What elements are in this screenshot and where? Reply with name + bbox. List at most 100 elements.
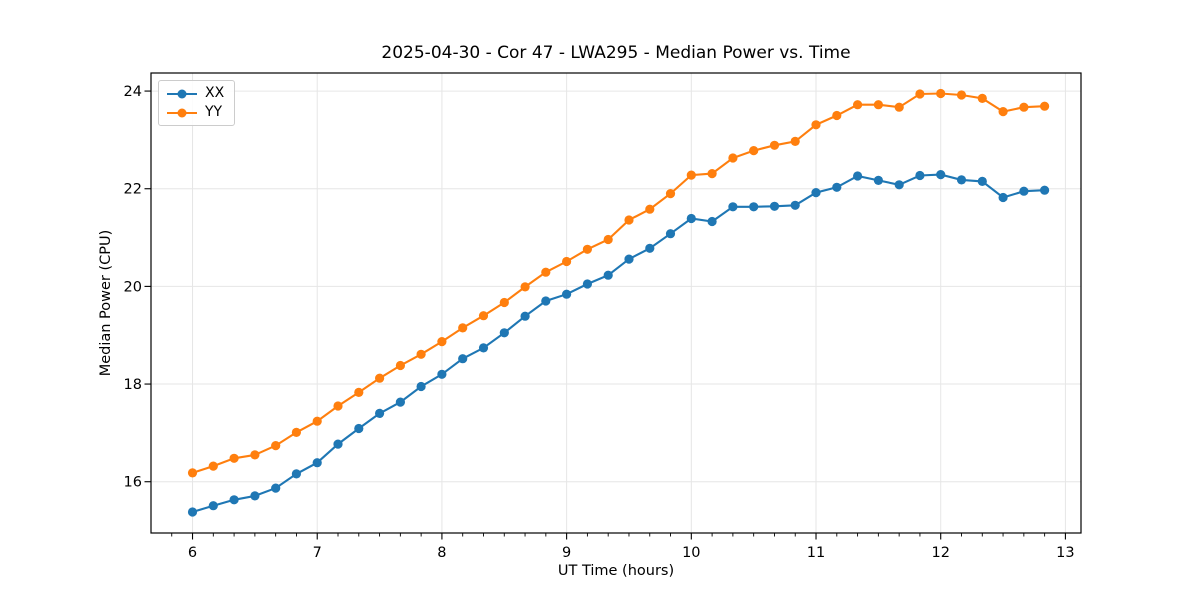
series-xx-marker [998,192,1008,203]
legend-line-marker-icon [167,89,197,98]
series-xx-marker [499,328,509,338]
series-yy-marker [250,450,260,460]
series-yy-marker [458,323,468,333]
series-yy-marker [478,311,489,321]
series-xx-marker [375,408,385,418]
series-xx-marker [208,501,218,511]
series-yy-marker [437,337,447,347]
series-yy-marker [187,468,198,478]
series-yy-marker [499,297,509,308]
series-xx-marker [333,439,343,449]
series-yy-marker [645,204,655,214]
series-yy-marker [312,416,322,426]
x-tick-label: 6 [188,545,197,561]
series-yy-marker [936,88,946,99]
series-xx-marker [250,491,260,501]
series-yy-marker [832,110,842,121]
series-yy-marker [603,234,613,245]
series-xx-marker [582,279,593,289]
legend-item-yy: YY [166,105,224,120]
series-yy-marker [1040,101,1050,111]
series-xx-marker [686,213,696,224]
series-xx-marker [956,175,967,185]
series-xx-marker [416,381,426,392]
x-tick-label: 9 [562,545,571,561]
series-yy-marker [977,93,987,103]
series-yy-marker [562,256,572,267]
series-yy-marker [665,189,676,199]
series-xx-marker [832,182,842,192]
series-xx-marker [894,180,904,190]
series-xx-marker [749,202,759,212]
series-yy-marker [291,427,301,437]
series-xx-marker [790,200,800,210]
series-xx-marker [811,188,821,198]
x-tick-label: 11 [807,545,825,561]
legend-label-xx: XX [205,85,225,101]
series-yy-marker [915,89,925,99]
series-xx [187,170,1050,517]
series-yy-marker [728,153,738,163]
legend-label-yy: YY [205,104,223,120]
series-yy-marker [375,373,385,383]
y-tick-label: 16 [124,475,142,491]
series-yy-marker [811,120,821,130]
grid [151,73,1081,533]
series-xx-marker [437,369,447,379]
series-yy-marker [686,170,696,180]
y-tick-label: 22 [124,182,142,198]
series-yy [187,88,1050,478]
series-xx-marker [520,311,530,321]
legend-item-xx: XX [166,86,224,101]
series-yy-marker [520,282,530,292]
series-xx-marker [562,289,572,299]
series-xx-marker [665,229,676,239]
series-yy-marker [541,267,551,277]
x-major-ticks [191,533,1066,540]
series-xx-marker [541,296,551,306]
series-xx-marker [458,354,468,364]
series-yy-marker [853,100,863,110]
series-xx-marker [769,201,780,211]
series-xx-marker [603,270,613,280]
series-xx-marker [291,469,301,479]
series-xx-marker [936,170,946,180]
series-xx-marker [728,202,738,212]
series-xx-marker [707,216,717,227]
series-xx-marker [354,423,364,434]
x-tick-label: 13 [1056,545,1074,561]
series-yy-marker [333,401,343,411]
series-yy-marker [707,169,717,179]
series-yy-marker [749,146,759,156]
series-yy-marker [873,100,884,110]
series-yy-marker [998,107,1008,117]
x-axis-label: UT Time (hours) [557,563,675,579]
y-major-ticks [144,90,151,483]
series-xx-marker [873,175,884,185]
series-yy-line [192,92,1045,474]
legend: XX YY [158,80,236,126]
series-yy-marker [624,215,634,225]
series-xx-marker [915,170,925,181]
series-yy-marker [582,244,593,254]
series-xx-marker [312,458,322,468]
x-tick-labels: 6 7 8 9 10 11 12 13 [188,545,1075,561]
y-axis-label: Median Power (CPU) [98,229,114,377]
y-tick-labels: 16 18 20 22 24 [124,84,142,491]
x-minor-ticks [171,533,1046,537]
series-xx-marker [977,176,987,186]
series-xx-marker [229,495,239,505]
series-yy-marker [416,349,426,359]
series-yy-marker [894,102,904,112]
series-xx-marker [1019,186,1029,196]
series-xx-marker [478,343,489,353]
y-tick-label: 18 [124,377,142,393]
chart-title: 2025-04-30 - Cor 47 - LWA295 - Median Po… [381,43,851,63]
x-tick-label: 12 [931,545,949,561]
plot-border [150,72,1082,534]
series-xx-marker [853,171,863,181]
series-xx-marker [271,483,281,493]
series-xx-marker [645,243,655,253]
